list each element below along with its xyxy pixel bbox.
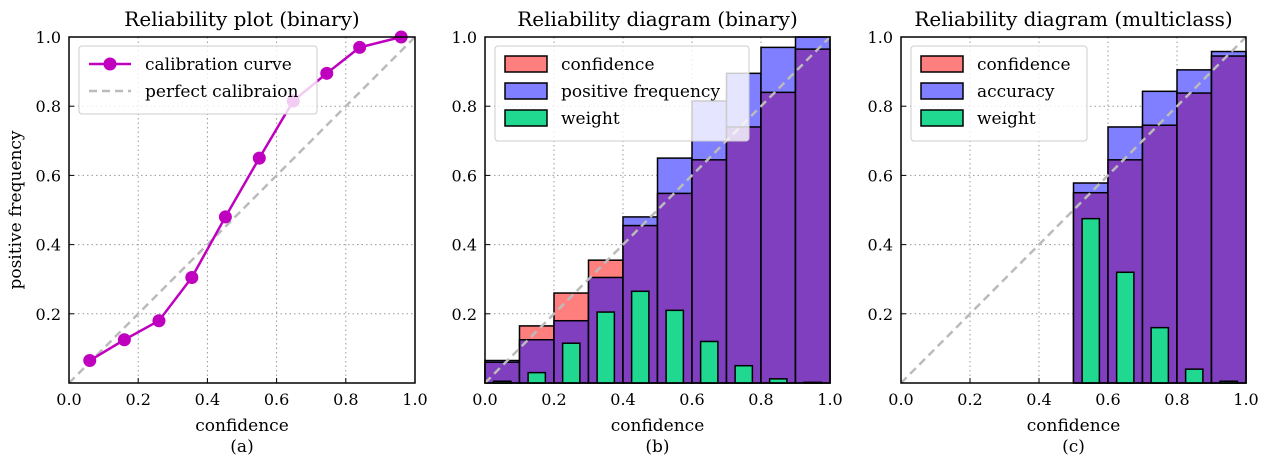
chart-title: Reliability diagram (multiclass) bbox=[914, 7, 1232, 31]
calibration-point bbox=[252, 151, 266, 165]
x-tick-label: 0.6 bbox=[264, 390, 289, 409]
y-tick-label: 0.6 bbox=[452, 166, 477, 185]
x-tick-label: 0.2 bbox=[541, 390, 566, 409]
calibration-point bbox=[83, 354, 97, 368]
legend-swatch bbox=[504, 55, 548, 73]
panel-caption: (a) bbox=[230, 437, 253, 457]
calibration-point bbox=[320, 66, 334, 80]
legend-label: weight bbox=[561, 109, 620, 129]
overlap-bar bbox=[1210, 55, 1247, 384]
calibration-point bbox=[152, 314, 166, 328]
calibration-point bbox=[185, 270, 199, 284]
chart-title: Reliability plot (binary) bbox=[124, 7, 359, 31]
y-tick-label: 0.4 bbox=[452, 236, 477, 255]
legend-label: confidence bbox=[977, 55, 1071, 75]
x-tick-label: 0.0 bbox=[56, 390, 81, 409]
weight-bar bbox=[1184, 368, 1204, 384]
chart-title: Reliability diagram (binary) bbox=[517, 7, 798, 31]
x-tick-label: 0.6 bbox=[1095, 390, 1120, 409]
weight-bar bbox=[1115, 271, 1135, 384]
weight-bar bbox=[527, 371, 547, 384]
legend-swatch bbox=[920, 109, 964, 127]
x-tick-label: 1.0 bbox=[402, 390, 427, 409]
y-tick-label: 0.2 bbox=[36, 305, 61, 324]
weight-bar bbox=[1150, 326, 1170, 384]
x-tick-label: 0.0 bbox=[472, 390, 497, 409]
legend-swatch bbox=[920, 82, 964, 100]
legend-swatch bbox=[504, 109, 548, 127]
legend-marker-swatch bbox=[103, 57, 117, 71]
x-tick-label: 0.4 bbox=[195, 390, 220, 409]
perfect-calibration-line bbox=[900, 36, 1247, 384]
legend-label: confidence bbox=[561, 55, 655, 75]
panel-1: 0.0 0.2 0.4 0.6 0.8 1.0 0.2 0.4 0.6 0.8 1.0 Reliabi… bbox=[6, 7, 428, 457]
weight-bar bbox=[630, 290, 650, 384]
y-tick-label: 0.2 bbox=[868, 305, 893, 324]
legend-label: perfect calibraion bbox=[145, 82, 299, 102]
legend-label: positive frequency bbox=[561, 82, 720, 102]
x-tick-label: 0.8 bbox=[748, 390, 773, 409]
y-axis-label: positive frequency bbox=[6, 130, 26, 289]
panel-2: 0.0 0.2 0.4 0.6 0.8 1.0 0.2 0.4 0.6 0.8 1.0 Reliabi… bbox=[452, 7, 843, 457]
axes-frame bbox=[68, 36, 416, 384]
overlap-bar bbox=[484, 361, 521, 384]
y-tick-label: 0.8 bbox=[868, 97, 893, 116]
x-tick-label: 0.2 bbox=[125, 390, 150, 409]
panel-3: 0.0 0.2 0.4 0.6 0.8 1.0 0.2 0.4 0.6 0.8 1.0 Reliabi… bbox=[868, 7, 1259, 457]
legend-label: accuracy bbox=[977, 82, 1055, 102]
x-tick-label: 0.8 bbox=[333, 390, 358, 409]
calibration-curve-line bbox=[89, 35, 402, 362]
x-tick-label: 1.0 bbox=[1233, 390, 1258, 409]
x-tick-label: 1.0 bbox=[817, 390, 842, 409]
x-tick-label: 0.0 bbox=[888, 390, 913, 409]
y-tick-label: 1.0 bbox=[36, 28, 61, 47]
weight-bar bbox=[561, 342, 581, 384]
legend-label: weight bbox=[977, 109, 1036, 129]
overlap-bar bbox=[794, 48, 831, 384]
weight-bar bbox=[596, 311, 616, 384]
x-axis-label: confidence bbox=[611, 416, 705, 436]
x-axis-label: confidence bbox=[1027, 416, 1121, 436]
perfect-calibration-line bbox=[484, 36, 831, 384]
y-tick-label: 0.8 bbox=[452, 97, 477, 116]
weight-bar bbox=[734, 364, 754, 384]
overlap-bar bbox=[725, 126, 762, 384]
x-tick-label: 0.4 bbox=[1026, 390, 1051, 409]
panel-caption: (b) bbox=[645, 437, 669, 457]
y-tick-label: 0.4 bbox=[868, 236, 893, 255]
panel-caption: (c) bbox=[1062, 437, 1085, 457]
axes-frame bbox=[900, 36, 1247, 384]
axes-frame bbox=[484, 36, 831, 384]
y-tick-label: 0.6 bbox=[36, 166, 61, 185]
perfect-calibration-line bbox=[68, 36, 416, 384]
x-tick-label: 0.8 bbox=[1164, 390, 1189, 409]
y-tick-label: 0.4 bbox=[36, 236, 61, 255]
weight-bar bbox=[665, 309, 685, 384]
calibration-point bbox=[353, 40, 367, 54]
x-tick-label: 0.4 bbox=[610, 390, 635, 409]
y-tick-label: 1.0 bbox=[452, 28, 477, 47]
legend-label: calibration curve bbox=[145, 55, 292, 75]
overlap-bar bbox=[760, 91, 797, 384]
legend-swatch bbox=[504, 82, 548, 100]
calibration-point bbox=[117, 333, 131, 347]
calibration-point bbox=[218, 210, 232, 224]
y-tick-label: 0.8 bbox=[36, 97, 61, 116]
legend-box bbox=[494, 45, 750, 142]
weight-bar bbox=[1081, 217, 1101, 384]
legend-swatch bbox=[920, 55, 964, 73]
weight-bar bbox=[699, 340, 719, 384]
x-axis-label: confidence bbox=[195, 416, 289, 436]
y-tick-label: 0.2 bbox=[452, 305, 477, 324]
legend-box bbox=[78, 45, 318, 115]
overlap-bar bbox=[1176, 92, 1213, 384]
y-tick-label: 0.6 bbox=[868, 166, 893, 185]
x-tick-label: 0.6 bbox=[679, 390, 704, 409]
y-tick-label: 1.0 bbox=[868, 28, 893, 47]
x-tick-label: 0.2 bbox=[957, 390, 982, 409]
